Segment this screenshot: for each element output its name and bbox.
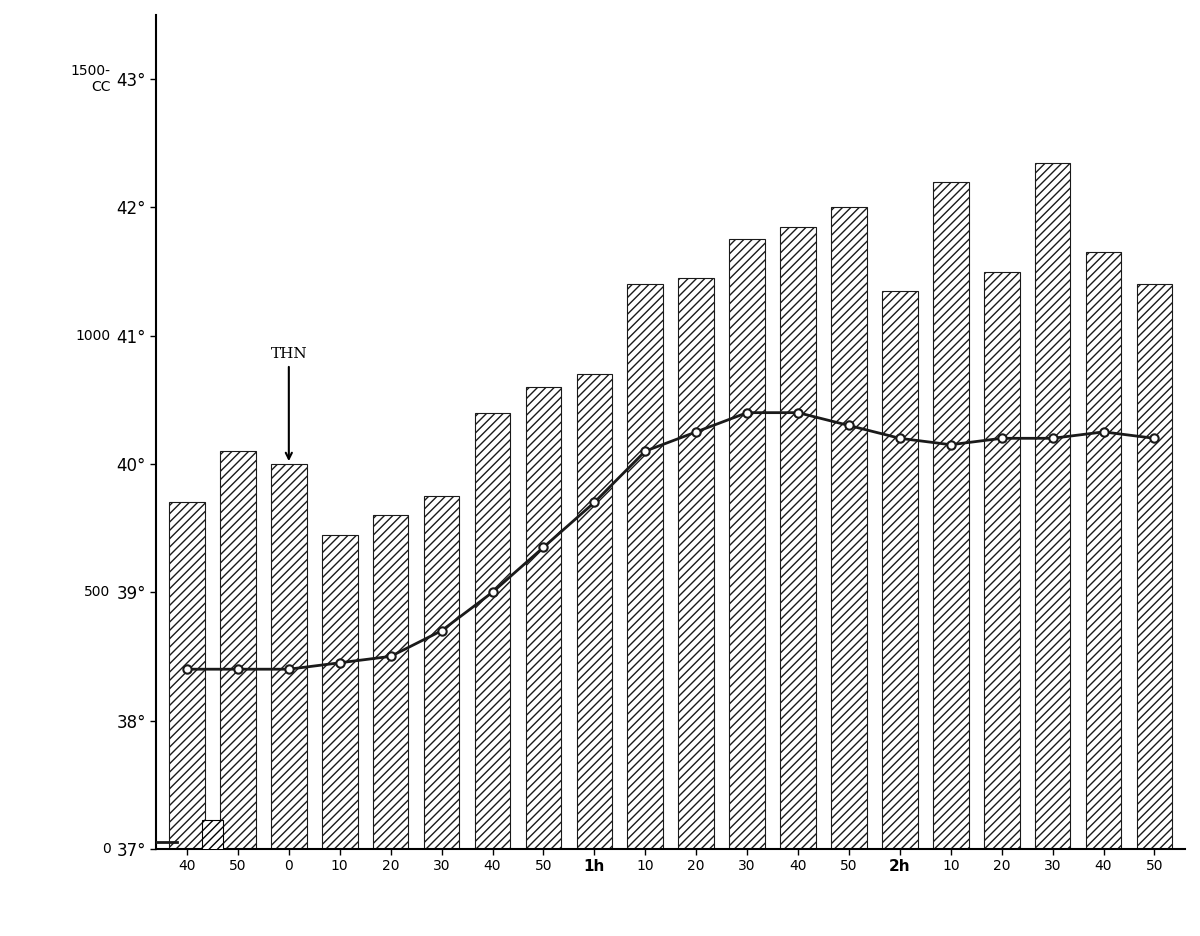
Bar	[169, 503, 205, 849]
Bar	[780, 227, 816, 849]
Text: THN: THN	[270, 347, 307, 459]
Bar	[1086, 253, 1121, 849]
Bar	[1034, 163, 1070, 849]
Bar	[1136, 285, 1172, 849]
Bar	[628, 285, 664, 849]
Bar	[424, 496, 460, 849]
Bar	[882, 291, 918, 849]
Bar	[373, 516, 408, 849]
Bar	[220, 451, 256, 849]
Bar	[832, 208, 866, 849]
Bar	[730, 240, 764, 849]
Bar	[203, 820, 223, 865]
Bar	[678, 278, 714, 849]
Bar	[984, 271, 1020, 849]
Bar	[576, 374, 612, 849]
Bar	[271, 464, 307, 849]
Text: 1500-
CC: 1500- CC	[71, 64, 110, 95]
Bar	[526, 387, 562, 849]
Text: 500: 500	[84, 585, 110, 599]
Bar	[475, 413, 510, 849]
Text: 0: 0	[102, 841, 110, 856]
Text: 1000: 1000	[76, 329, 110, 343]
Bar	[932, 182, 968, 849]
Bar	[322, 534, 358, 849]
